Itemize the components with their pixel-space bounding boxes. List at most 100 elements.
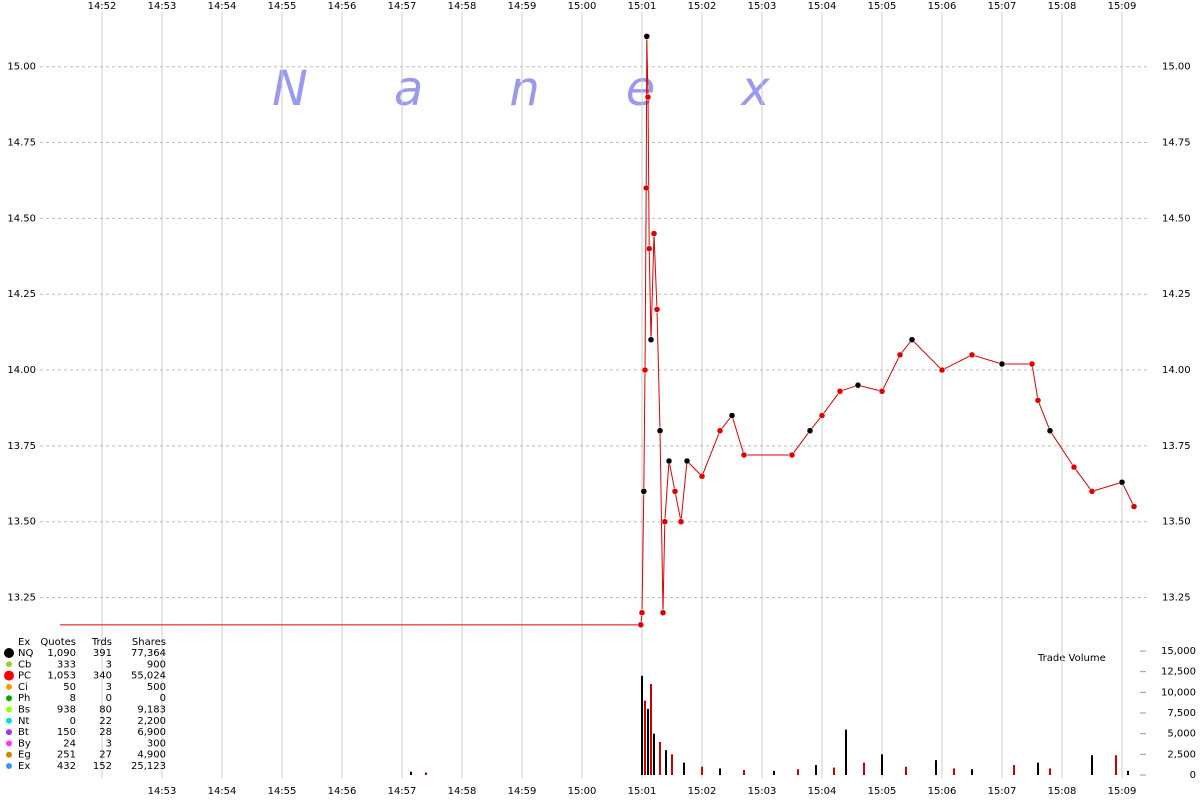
trade-marker [1028, 360, 1036, 368]
volume-bar [683, 762, 685, 775]
trade-marker [938, 366, 946, 374]
legend-swatch [6, 706, 12, 713]
legend-cell: 1,053 [47, 671, 76, 682]
legend-cell: 9,183 [137, 705, 166, 716]
y2-tick-label: 7,500 [1167, 708, 1196, 719]
legend-cell: 77,364 [131, 648, 166, 659]
legend-cell: 300 [147, 738, 166, 749]
trade-marker [716, 427, 724, 434]
legend-cell: 150 [57, 727, 76, 738]
legend-cell: 938 [57, 705, 76, 716]
volume-bar [1049, 768, 1051, 775]
x-tick-label: 15:09 [1108, 1, 1137, 12]
legend-cell: 3 [106, 659, 112, 670]
trade-marker [1046, 427, 1054, 434]
trade-marker [671, 488, 679, 495]
volume-bar [671, 754, 673, 775]
legend-header: Trds [91, 637, 112, 648]
legend-swatch [6, 661, 12, 668]
trade-marker [641, 366, 649, 374]
legend-cell: 333 [57, 659, 76, 670]
legend-cell: 24 [63, 738, 76, 749]
volume-bar [953, 768, 955, 775]
y-tick-label: 13.50 [1162, 517, 1191, 528]
volume-bar [641, 675, 643, 775]
legend-cell: 3 [106, 738, 112, 749]
x-tick-label: 14:58 [448, 786, 477, 797]
legend-cell: Eg [18, 750, 31, 761]
price-line [60, 36, 1135, 626]
x-tick-label: 14:53 [148, 786, 177, 797]
legend-cell: Ph [18, 693, 30, 704]
x-tick-label: 15:06 [928, 1, 957, 12]
volume-bar [743, 770, 745, 775]
volume-bar [1127, 770, 1129, 775]
trade-marker [653, 306, 661, 313]
x-tick-label: 15:05 [868, 1, 897, 12]
volume-bar [773, 770, 775, 775]
legend-swatch [4, 648, 14, 658]
legend-cell: By [18, 738, 31, 749]
trade-marker [637, 621, 645, 629]
x-tick-label: 15:08 [1048, 786, 1077, 797]
trade-marker [677, 518, 685, 525]
volume-bar [815, 765, 817, 775]
x-tick-label: 15:05 [868, 786, 897, 797]
x-tick-label: 15:06 [928, 786, 957, 797]
legend-cell: 0 [70, 716, 76, 727]
x-tick-label: 14:54 [208, 1, 237, 12]
volume-bar [665, 750, 667, 775]
legend-cell: NQ [18, 648, 33, 659]
y-tick-label: 14.25 [1162, 289, 1191, 300]
trade-marker [698, 472, 706, 480]
x-tick-label: 14:58 [448, 1, 477, 12]
x-tick-label: 15:00 [568, 1, 597, 12]
y2-tick-label: 15,000 [1161, 646, 1196, 657]
volume-bar [797, 769, 799, 775]
volume-bar [653, 733, 655, 775]
x-tick-label: 14:53 [148, 1, 177, 12]
legend-cell: 152 [93, 761, 112, 772]
trade-marker [647, 336, 655, 343]
volume-bar [1115, 755, 1117, 775]
legend-cell: 0 [160, 693, 166, 704]
trade-marker [728, 412, 736, 419]
legend-cell: 28 [99, 727, 112, 738]
trade-marker [683, 457, 691, 465]
x-tick-label: 15:07 [988, 1, 1017, 12]
legend-cell: 6,900 [137, 727, 166, 738]
volume-bar [863, 762, 865, 775]
x-tick-label: 14:59 [508, 1, 537, 12]
y-tick-label: 15.00 [1162, 62, 1191, 73]
y-tick-label: 14.25 [7, 289, 36, 300]
watermark: Nanex [272, 61, 856, 117]
trade-marker [640, 488, 648, 495]
legend-cell: 55,024 [131, 671, 166, 682]
trade-marker [650, 230, 658, 237]
x-tick-label: 14:56 [328, 1, 357, 12]
volume-bar [425, 772, 427, 775]
volume-bar [845, 729, 847, 775]
trade-marker [968, 351, 976, 359]
legend-cell: 340 [93, 671, 112, 682]
y-tick-label: 13.50 [7, 517, 36, 528]
legend-cell: 4,900 [137, 750, 166, 761]
legend-swatch [4, 670, 14, 681]
legend-cell: 80 [99, 705, 112, 716]
y-tick-label: 14.50 [1162, 213, 1191, 224]
legend-cell: PC [18, 671, 31, 682]
x-tick-label: 14:56 [328, 786, 357, 797]
legend-cell: 8 [70, 693, 76, 704]
trade-marker [661, 518, 669, 525]
y-tick-label: 14.00 [7, 365, 36, 376]
x-tick-label: 15:03 [748, 1, 777, 12]
y-tick-label: 14.75 [1162, 138, 1191, 149]
volume-label: Trade Volume [1037, 653, 1106, 664]
trade-marker [806, 427, 814, 434]
volume-bar [1091, 755, 1093, 775]
y-tick-label: 13.75 [7, 441, 36, 452]
legend-cell: Nt [18, 716, 29, 727]
x-tick-label: 14:59 [508, 786, 537, 797]
x-tick-label: 15:01 [628, 1, 657, 12]
x-tick-label: 15:08 [1048, 1, 1077, 12]
